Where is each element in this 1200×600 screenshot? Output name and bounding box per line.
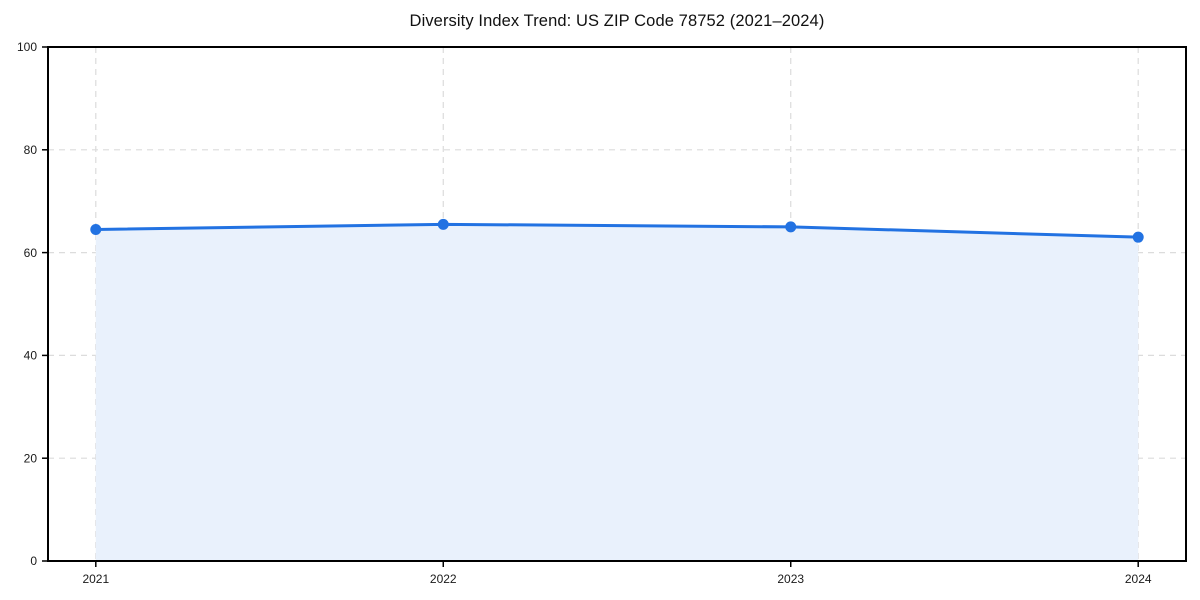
chart-title: Diversity Index Trend: US ZIP Code 78752… <box>409 12 825 30</box>
data-point-2021 <box>90 223 102 235</box>
x-tick-label: 2023 <box>777 572 804 586</box>
data-point-2022 <box>437 218 449 230</box>
x-tick-label: 2021 <box>82 572 109 586</box>
data-point-2023 <box>785 221 797 233</box>
y-tick-label: 100 <box>17 40 37 54</box>
y-tick-label: 0 <box>30 554 37 568</box>
x-tick-label: 2022 <box>430 572 457 586</box>
trend-line <box>94 222 1140 239</box>
x-tick-label: 2024 <box>1125 572 1152 586</box>
y-tick-label: 60 <box>24 246 38 260</box>
plot-border <box>47 46 1187 562</box>
y-tick-label: 80 <box>24 143 38 157</box>
data-point-2024 <box>1132 231 1144 243</box>
y-tick-label: 20 <box>24 451 38 465</box>
y-tick-label: 40 <box>24 349 38 363</box>
series-area-fill <box>95 224 1139 561</box>
